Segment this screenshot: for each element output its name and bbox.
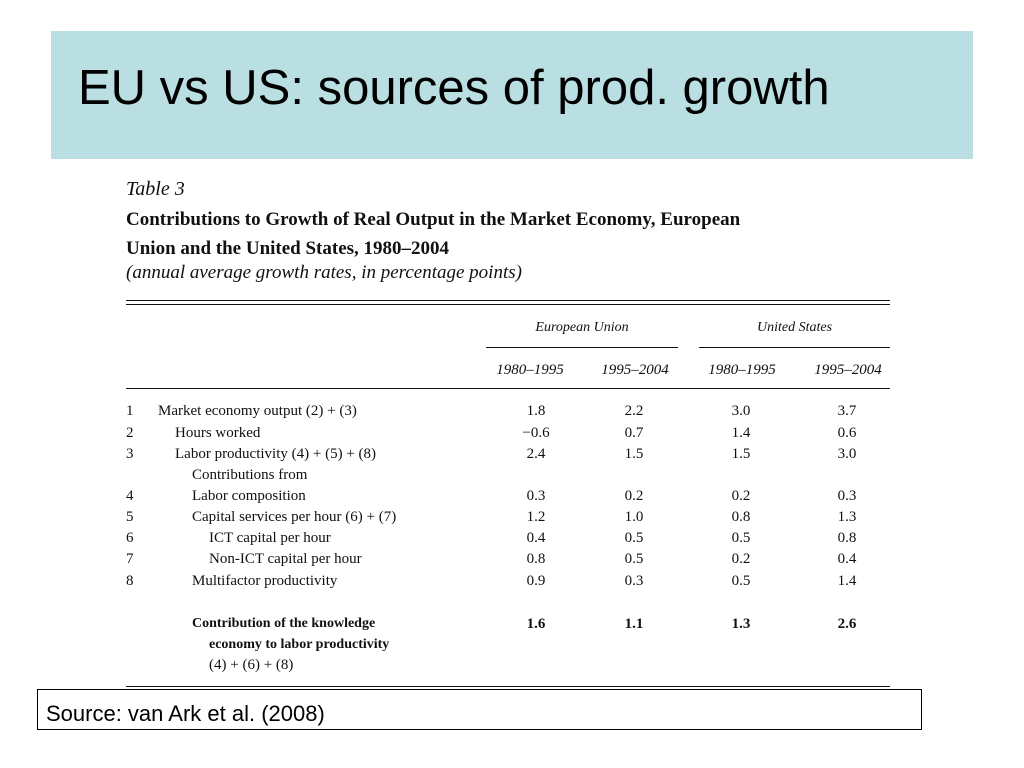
row-number: 5 (126, 509, 134, 525)
summary-value: 1.6 (526, 616, 546, 632)
row-value: 0.4 (526, 530, 546, 546)
summary-label-line-3: (4) + (6) + (8) (209, 657, 294, 673)
row-value: −0.6 (522, 425, 550, 441)
table-title: Contributions to Growth of Real Output i… (126, 205, 866, 263)
row-value: 1.4 (731, 425, 751, 441)
row-label: ICT capital per hour (209, 530, 331, 546)
row-value: 0.2 (731, 488, 751, 504)
row-number: 8 (126, 573, 134, 589)
row-value: 0.8 (837, 530, 857, 546)
row-label: Non-ICT capital per hour (209, 551, 362, 567)
row-label: Capital services per hour (6) + (7) (192, 509, 397, 525)
period-header: 1995–2004 (601, 362, 669, 378)
row-number: 3 (126, 446, 134, 462)
row-value: 0.5 (624, 551, 644, 567)
row-value: 2.4 (526, 446, 546, 462)
table-label: Table 3 (126, 178, 185, 200)
summary-label-line-2: economy to labor productivity (209, 637, 390, 652)
summary-value: 1.1 (624, 616, 644, 632)
source-box (37, 689, 922, 730)
group-header-us: United States (756, 320, 833, 335)
row-value: 1.3 (837, 509, 857, 525)
row-number: 4 (126, 488, 134, 504)
table-note: (annual average growth rates, in percent… (126, 262, 522, 283)
table-title-line-2: Union and the United States, 1980–2004 (126, 238, 450, 259)
title-band (51, 31, 973, 159)
row-label: Labor composition (192, 488, 306, 504)
row-value: 3.0 (837, 446, 857, 462)
row-value: 0.2 (731, 551, 751, 567)
summary-label-line-1: Contribution of the knowledge (192, 616, 376, 631)
row-value: 1.4 (837, 573, 857, 589)
summary-value: 1.3 (731, 616, 751, 632)
row-value: 1.8 (526, 403, 546, 419)
slide-title: EU vs US: sources of prod. growth (78, 61, 830, 115)
summary-value: 2.6 (837, 616, 857, 632)
eu-group-rule (486, 347, 678, 348)
row-number: 2 (126, 425, 134, 441)
row-value: 0.3 (837, 488, 857, 504)
period-header: 1980–1995 (708, 362, 776, 378)
row-value: 1.5 (731, 446, 751, 462)
top-rule-double (126, 304, 890, 305)
row-label: Labor productivity (4) + (5) + (8) (175, 446, 377, 462)
row-value: 1.5 (624, 446, 644, 462)
row-number: 7 (126, 551, 134, 567)
row-value: 0.6 (837, 425, 857, 441)
row-number: 1 (126, 403, 134, 419)
row-number: 6 (126, 530, 134, 546)
period-header: 1980–1995 (496, 362, 564, 378)
row-value: 0.5 (624, 530, 644, 546)
row-label: Hours worked (175, 425, 261, 441)
table-title-line-1: Contributions to Growth of Real Output i… (126, 209, 741, 230)
group-header-eu: European Union (535, 320, 629, 335)
row-label: Market economy output (2) + (3) (158, 403, 357, 419)
row-value: 2.2 (624, 403, 644, 419)
row-label: Contributions from (192, 467, 308, 483)
row-value: 1.2 (526, 509, 546, 525)
source-citation: Source: van Ark et al. (2008) (46, 701, 325, 726)
row-value: 3.0 (731, 403, 751, 419)
row-value: 0.4 (837, 551, 857, 567)
row-value: 3.7 (837, 403, 857, 419)
row-value: 0.8 (526, 551, 546, 567)
row-value: 0.9 (526, 573, 546, 589)
row-value: 0.5 (731, 530, 751, 546)
row-value: 0.5 (731, 573, 751, 589)
period-header: 1995–2004 (814, 362, 882, 378)
row-value: 1.0 (624, 509, 644, 525)
header-rule (126, 388, 890, 389)
row-value: 0.2 (624, 488, 644, 504)
row-value: 0.3 (624, 573, 644, 589)
row-label: Multifactor productivity (192, 573, 338, 589)
row-value: 0.8 (731, 509, 751, 525)
row-value: 0.3 (526, 488, 546, 504)
top-rule (126, 300, 890, 301)
bottom-rule (126, 686, 890, 687)
us-group-rule (699, 347, 890, 348)
row-value: 0.7 (624, 425, 644, 441)
